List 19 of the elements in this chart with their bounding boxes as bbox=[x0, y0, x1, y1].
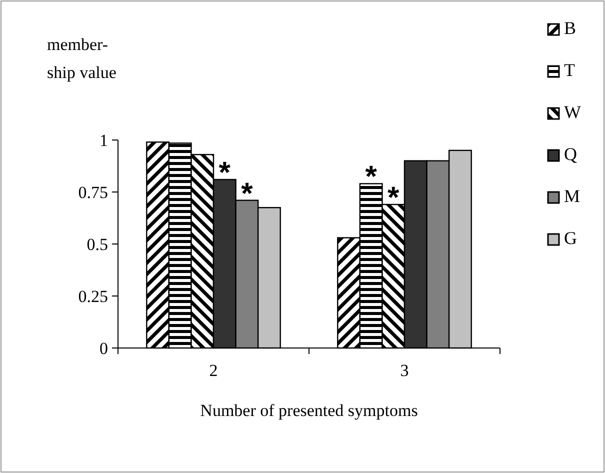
x-tick-label: 2 bbox=[209, 361, 218, 380]
annotation: * bbox=[241, 177, 254, 210]
legend-label: Q bbox=[564, 144, 577, 164]
y-tick-label: 1 bbox=[100, 130, 108, 150]
y-tick-label: 0.5 bbox=[86, 234, 108, 254]
annotation: * bbox=[365, 160, 378, 194]
y-tick-label: 0 bbox=[100, 338, 108, 358]
legend-label: M bbox=[564, 186, 580, 206]
legend-label: B bbox=[564, 18, 576, 38]
annotation: * bbox=[218, 156, 231, 190]
annotation: * bbox=[388, 181, 400, 214]
legend-label: T bbox=[564, 60, 575, 80]
legend-label: G bbox=[564, 228, 577, 248]
legend-label: W bbox=[564, 102, 581, 122]
y-tick-label: 0.25 bbox=[78, 286, 108, 306]
y-tick-label: 0.75 bbox=[78, 182, 108, 202]
y-axis-title: member-ship value bbox=[47, 35, 116, 82]
x-tick-label: 3 bbox=[400, 361, 409, 380]
x-axis-title: Number of presented symptoms bbox=[200, 401, 418, 420]
